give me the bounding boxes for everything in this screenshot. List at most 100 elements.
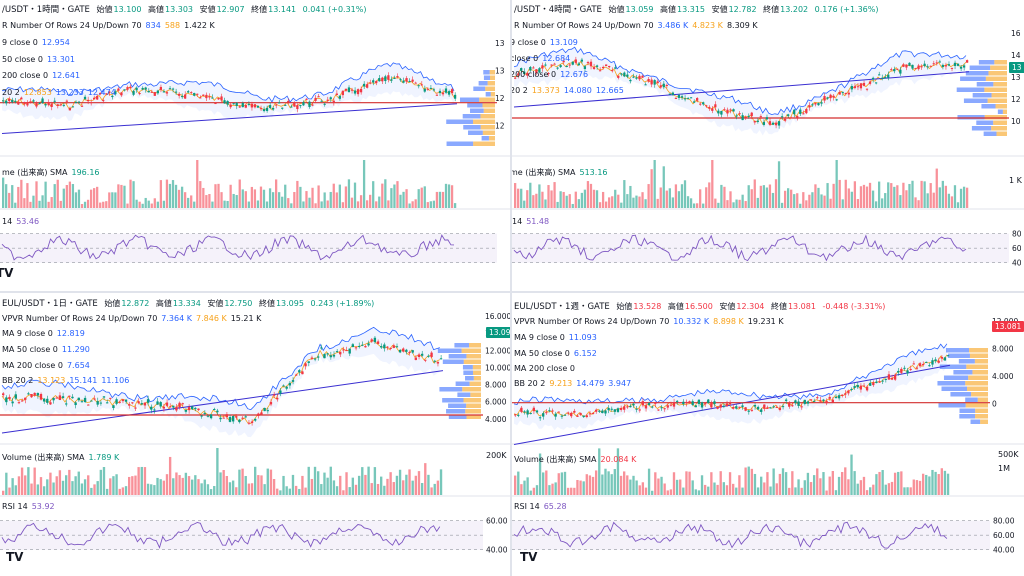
symbol-title[interactable]: /USDT・1時間・GATE — [2, 5, 90, 15]
volume-legend[interactable]: me (出来高) SMA 196.16 — [2, 168, 100, 177]
candle-body — [417, 354, 421, 357]
candle-body — [938, 61, 941, 63]
candle-body — [762, 121, 766, 125]
candle-body — [26, 102, 29, 106]
volume-bar — [626, 194, 629, 208]
price-axis-label: 12 — [495, 94, 505, 103]
symbol-title[interactable]: /USDT・4時間・GATE — [514, 5, 602, 15]
chart-panel-1d[interactable]: 16.00014.00012.00010.0008.0006.0004.0006… — [0, 293, 510, 576]
vpvr-legend[interactable]: R Number Of Rows 24 Up/Down 70 834 588 1.42… — [2, 21, 215, 30]
vpvr-legend[interactable]: VPVR Number Of Rows 24 Up/Down 70 7.364 K… — [2, 314, 262, 323]
ma50-legend[interactable]: 50 close 0 13.301 — [2, 55, 75, 64]
volume-legend[interactable]: me (出来高) SMA 513.16 — [512, 168, 608, 177]
candle-body — [711, 108, 714, 111]
volume-bar — [711, 160, 714, 208]
volume-bar — [878, 471, 881, 495]
chart-canvas-1d[interactable]: 16.00014.00012.00010.0008.0006.0004.0006… — [0, 293, 510, 576]
ma9-legend[interactable]: 9 close 0 12.954 — [2, 38, 70, 47]
volume-legend[interactable]: Volume (出来高) SMA 1.789 K — [2, 453, 120, 462]
candle-body — [244, 416, 247, 418]
volume-bar — [329, 466, 332, 495]
ma200-legend[interactable]: 200 close 0 12.676 — [512, 70, 589, 79]
candle-body — [844, 393, 847, 395]
volume-bar — [517, 471, 520, 495]
volume-bar — [24, 475, 27, 495]
chart-canvas-1h[interactable]: 13 13 12 12 — [0, 0, 510, 291]
rsi-legend[interactable]: RSI 14 65.28 — [514, 502, 567, 511]
volume-profile-bar — [473, 119, 495, 124]
volume-bar — [265, 201, 269, 208]
volume-bar — [393, 184, 396, 208]
rsi-legend[interactable]: 14 51.48 — [512, 217, 550, 226]
candle-body — [36, 393, 40, 396]
volume-bar — [859, 186, 863, 208]
candle-body — [102, 100, 105, 102]
volume-bar — [375, 201, 378, 208]
volume-bar — [380, 476, 383, 495]
candle-body — [115, 399, 118, 404]
volume-profile-bar — [969, 65, 991, 70]
volume-bar — [235, 487, 238, 495]
candle-body — [692, 101, 696, 103]
candle-body — [226, 100, 229, 105]
bb-legend[interactable]: 20 2 12.853 13.233 12.474 — [2, 88, 116, 97]
candle-body — [50, 103, 53, 108]
volume-bar — [420, 187, 423, 208]
candle-body — [276, 397, 279, 400]
volume-profile-bar — [971, 392, 988, 397]
bb-legend[interactable]: 20 2 13.373 14.080 12.665 — [512, 86, 624, 95]
rsi-legend[interactable]: RSI 14 53.92 — [2, 502, 55, 511]
candle-body — [604, 410, 607, 414]
volume-bar — [115, 474, 118, 495]
ma9-legend[interactable]: MA 9 close 0 11.093 — [514, 333, 597, 342]
bb-legend[interactable]: BB 20 2 13.123 15.141 11.106 — [2, 376, 130, 385]
volume-bar — [373, 467, 377, 495]
candle-body — [193, 92, 196, 96]
candle-body — [632, 403, 635, 406]
ma9-legend[interactable]: 9 close 0 13.109 — [512, 38, 578, 47]
candle-body — [623, 406, 626, 410]
volume-bar — [689, 198, 693, 208]
volume-profile-bar — [950, 392, 972, 397]
bb-legend[interactable]: BB 20 2 9.213 14.479 3.947 — [514, 379, 632, 388]
candle-body — [514, 414, 517, 416]
volume-bar — [623, 471, 626, 495]
candle-body — [929, 65, 932, 67]
candle-body — [783, 118, 787, 121]
candle-body — [647, 78, 650, 82]
volume-profile-bar — [442, 359, 464, 364]
volume-bar — [713, 482, 716, 495]
volume-bar — [544, 199, 547, 208]
symbol-title[interactable]: EUL/USDT・1週・GATE — [514, 302, 610, 312]
candle-body — [235, 102, 238, 107]
ma200-legend[interactable]: 200 close 0 12.641 — [2, 71, 81, 80]
volume-bar — [672, 472, 676, 495]
volume-bar — [853, 471, 856, 495]
volume-bar — [87, 475, 90, 495]
vpvr-legend[interactable]: R Number Of Rows 24 Up/Down 70 3.486 K 4.8… — [514, 21, 758, 30]
chart-panel-1h[interactable]: 13 13 12 12 /USDT・1時間・GATE 始値13.100 高値13.30… — [0, 0, 510, 291]
vpvr-legend[interactable]: VPVR Number Of Rows 24 Up/Down 70 10.332 … — [514, 317, 784, 326]
candle-body — [728, 402, 732, 405]
rsi-legend[interactable]: 14 53.46 — [2, 217, 40, 226]
candle-body — [831, 399, 834, 403]
volume-profile-bar — [448, 414, 467, 419]
ma9-legend[interactable]: MA 9 close 0 12.819 — [2, 329, 85, 338]
ma50-legend[interactable]: MA 50 close 0 6.152 — [514, 349, 597, 358]
volume-profile-bar — [482, 130, 495, 135]
candle-body — [741, 405, 744, 407]
symbol-title[interactable]: EUL/USDT・1日・GATE — [2, 299, 98, 309]
ma50-legend[interactable]: close 0 12.684 — [512, 54, 571, 63]
chart-panel-4h[interactable]: 16 14 13 12 10 80 60 40 /USDT・4時間・GATE 始値13.059… — [512, 0, 1024, 291]
volume-bar — [68, 181, 72, 208]
volume-bar — [121, 487, 125, 495]
chart-canvas-4h[interactable]: 16 14 13 12 10 80 60 40 — [512, 0, 1024, 291]
volume-profile-bar — [965, 381, 988, 386]
ma200-legend[interactable]: MA 200 close 0 — [514, 364, 575, 373]
ma50-legend[interactable]: MA 50 close 0 11.290 — [2, 345, 90, 354]
candle-body — [80, 105, 84, 107]
volume-legend[interactable]: Volume (出来高) SMA 20.084 K — [514, 455, 637, 464]
ma200-legend[interactable]: MA 200 close 0 7.654 — [2, 361, 90, 370]
